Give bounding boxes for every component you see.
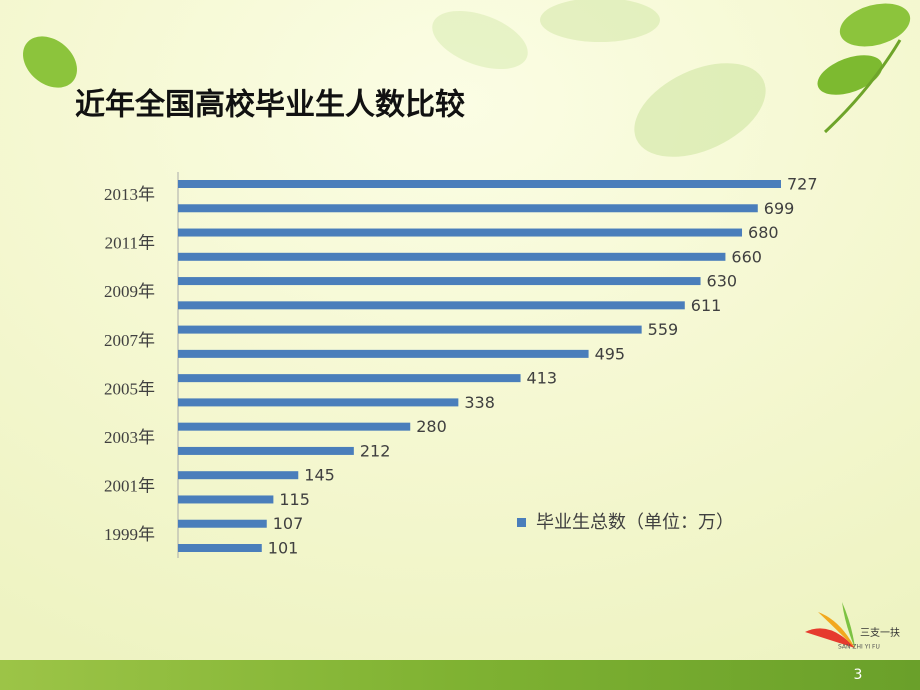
bar	[178, 519, 267, 528]
bar	[178, 301, 685, 310]
value-label: 495	[595, 344, 626, 363]
bar	[178, 252, 726, 261]
bar	[178, 422, 411, 431]
value-label: 699	[764, 199, 795, 218]
legend-swatch	[517, 518, 526, 527]
stem	[823, 39, 902, 134]
y-tick-label: 2009年	[104, 282, 155, 301]
bar	[178, 446, 354, 455]
value-label: 559	[648, 320, 679, 339]
bar	[178, 544, 262, 552]
value-label: 680	[748, 223, 779, 242]
value-label: 145	[304, 466, 335, 485]
y-tick-label: 2007年	[104, 331, 155, 350]
logo-subtext: SAN ZHI YI FU	[838, 644, 880, 651]
y-tick-label: 2005年	[104, 379, 155, 398]
bar	[178, 374, 521, 383]
footer-band	[0, 660, 920, 690]
value-label: 630	[707, 272, 738, 291]
value-label: 660	[731, 247, 762, 266]
value-label: 338	[464, 393, 495, 412]
value-label: 611	[691, 296, 722, 315]
bar	[178, 277, 701, 286]
y-tick-label: 2011年	[105, 234, 155, 253]
value-label: 101	[268, 539, 299, 558]
bar	[178, 180, 781, 188]
y-tick-label: 2013年	[104, 185, 155, 204]
value-label: 413	[527, 369, 558, 388]
y-tick-label: 1999年	[104, 525, 155, 544]
logo: 三支一扶 SAN ZHI YI FU	[805, 602, 900, 651]
bar	[178, 471, 299, 480]
bar	[178, 495, 274, 504]
page-number: 3	[854, 667, 863, 683]
value-label: 727	[787, 175, 818, 194]
leaf	[817, 55, 883, 95]
legend-label: 毕业生总数（单位：万）	[536, 512, 734, 533]
value-label: 115	[279, 490, 310, 509]
bar	[178, 204, 758, 213]
bar	[178, 325, 642, 334]
value-label: 280	[416, 417, 447, 436]
leaf	[23, 36, 77, 88]
y-tick-label: 2003年	[104, 428, 155, 447]
y-tick-label: 2001年	[104, 476, 155, 495]
bar	[178, 398, 459, 407]
bar	[178, 349, 589, 358]
logo-text: 三支一扶	[860, 626, 900, 639]
leaf	[839, 3, 911, 47]
chart-title: 近年全国高校毕业生人数比较	[75, 88, 465, 123]
leaf-decor	[432, 0, 766, 157]
bar	[178, 228, 743, 237]
value-label: 212	[360, 441, 391, 460]
value-label: 107	[273, 514, 304, 533]
